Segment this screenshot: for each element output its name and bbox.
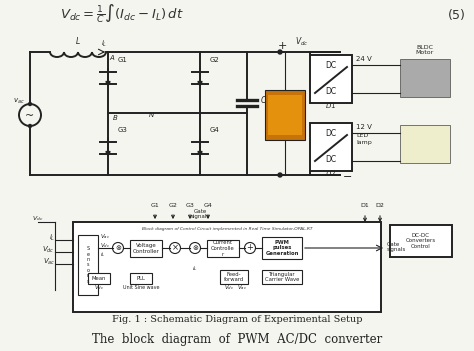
- Text: Triangular
Carrier Wave: Triangular Carrier Wave: [265, 272, 299, 283]
- Circle shape: [28, 102, 31, 106]
- Bar: [78, 235, 98, 295]
- Bar: [130, 273, 152, 284]
- Text: $+$: $+$: [277, 40, 287, 51]
- Text: $V_{dc}$: $V_{dc}$: [43, 245, 55, 255]
- Text: G2: G2: [210, 57, 220, 63]
- Text: Voltage
Controller: Voltage Controller: [133, 243, 159, 254]
- Bar: [310, 55, 352, 103]
- Text: G4: G4: [210, 127, 220, 133]
- Text: DC: DC: [326, 60, 337, 69]
- Text: $D1$: $D1$: [326, 101, 337, 110]
- Text: $i_L$: $i_L$: [101, 39, 107, 49]
- Bar: [400, 125, 450, 163]
- Text: signals: signals: [191, 214, 210, 219]
- Text: $V_{dc}$: $V_{dc}$: [295, 36, 309, 48]
- Text: ⊗: ⊗: [115, 245, 121, 251]
- Text: ×: ×: [172, 244, 179, 252]
- Circle shape: [278, 173, 282, 177]
- Text: $D2$: $D2$: [326, 169, 337, 178]
- Text: $V_{dc}$: $V_{dc}$: [32, 214, 44, 223]
- Text: lamp: lamp: [356, 140, 372, 145]
- Bar: [130, 240, 162, 257]
- Text: DC: DC: [326, 154, 337, 164]
- Text: Unit Sine wave: Unit Sine wave: [123, 285, 159, 290]
- Text: PWM
pulses
Generation: PWM pulses Generation: [265, 240, 299, 256]
- Text: $V_{dc} = \frac{1}{C}\int(I_{dc} - I_L)\,dt$: $V_{dc} = \frac{1}{C}\int(I_{dc} - I_L)\…: [60, 2, 184, 25]
- Text: $V_{dc}$: $V_{dc}$: [94, 283, 104, 292]
- Text: LED: LED: [356, 133, 368, 138]
- Text: G3: G3: [185, 203, 194, 208]
- Text: Gate: Gate: [193, 209, 207, 214]
- Bar: [88, 273, 110, 284]
- Text: G1: G1: [151, 203, 159, 208]
- Text: 12 V: 12 V: [356, 124, 372, 130]
- Text: G2: G2: [169, 203, 177, 208]
- Text: $V_{ac}$: $V_{ac}$: [100, 232, 110, 241]
- Text: $A$: $A$: [109, 53, 115, 62]
- Text: Fig. 1 : Schematic Diagram of Experimental Setup: Fig. 1 : Schematic Diagram of Experiment…: [112, 316, 362, 325]
- Text: PLL: PLL: [137, 276, 146, 281]
- Text: BLDC: BLDC: [417, 45, 434, 50]
- Text: $L$: $L$: [75, 35, 81, 46]
- Bar: [310, 123, 352, 171]
- Text: $V_{ac}$: $V_{ac}$: [237, 283, 247, 292]
- Text: 24 V: 24 V: [356, 56, 372, 62]
- Text: $N$: $N$: [148, 110, 155, 119]
- Text: ⊗: ⊗: [192, 245, 198, 251]
- Text: D2: D2: [375, 203, 384, 208]
- Bar: [220, 270, 248, 284]
- Text: $(5)$: $(5)$: [447, 7, 465, 21]
- Text: The  block  diagram  of  PWM  AC/DC  converter: The block diagram of PWM AC/DC converter: [92, 333, 382, 346]
- Text: +: +: [246, 244, 254, 252]
- Text: $i_L$: $i_L$: [49, 233, 55, 243]
- Circle shape: [278, 50, 282, 54]
- Text: D1: D1: [361, 203, 369, 208]
- Text: Block diagram of Control Circuit implemented in Real Time Simulator-OPAL-RT: Block diagram of Control Circuit impleme…: [142, 227, 312, 231]
- Text: Gate: Gate: [387, 242, 400, 247]
- Circle shape: [28, 125, 31, 127]
- Bar: [400, 59, 450, 97]
- Bar: [262, 237, 302, 259]
- Bar: [265, 90, 305, 140]
- Text: $B$: $B$: [112, 113, 118, 122]
- Text: S
e
n
s
o
r
s: S e n s o r s: [86, 246, 90, 284]
- Text: Motor: Motor: [416, 50, 434, 55]
- Text: $V_{ac}$: $V_{ac}$: [43, 257, 55, 267]
- Bar: [262, 270, 302, 284]
- Text: $V_{dc}$: $V_{dc}$: [224, 283, 234, 292]
- Bar: [390, 225, 452, 257]
- Text: $-$: $-$: [342, 170, 352, 180]
- Bar: [207, 240, 239, 257]
- Text: Current
Controlle
r: Current Controlle r: [211, 240, 235, 257]
- Text: Feed-
forward: Feed- forward: [224, 272, 244, 283]
- Text: $i_L$: $i_L$: [192, 264, 198, 273]
- Text: $v_{ac}$: $v_{ac}$: [13, 97, 25, 106]
- Text: $C$: $C$: [260, 94, 267, 105]
- Text: G4: G4: [203, 203, 212, 208]
- Bar: [73, 222, 381, 312]
- Text: DC-DC
Converters
Control: DC-DC Converters Control: [406, 233, 436, 249]
- Bar: [268, 95, 302, 135]
- Text: G1: G1: [118, 57, 128, 63]
- Text: DC: DC: [326, 86, 337, 95]
- Text: DC: DC: [326, 128, 337, 138]
- Text: $i_L$: $i_L$: [100, 250, 105, 259]
- Text: G3: G3: [118, 127, 128, 133]
- Text: signals: signals: [387, 247, 406, 252]
- Text: ~: ~: [26, 111, 35, 121]
- Text: Mean: Mean: [92, 276, 106, 281]
- Text: $V_{dc}$: $V_{dc}$: [100, 241, 110, 250]
